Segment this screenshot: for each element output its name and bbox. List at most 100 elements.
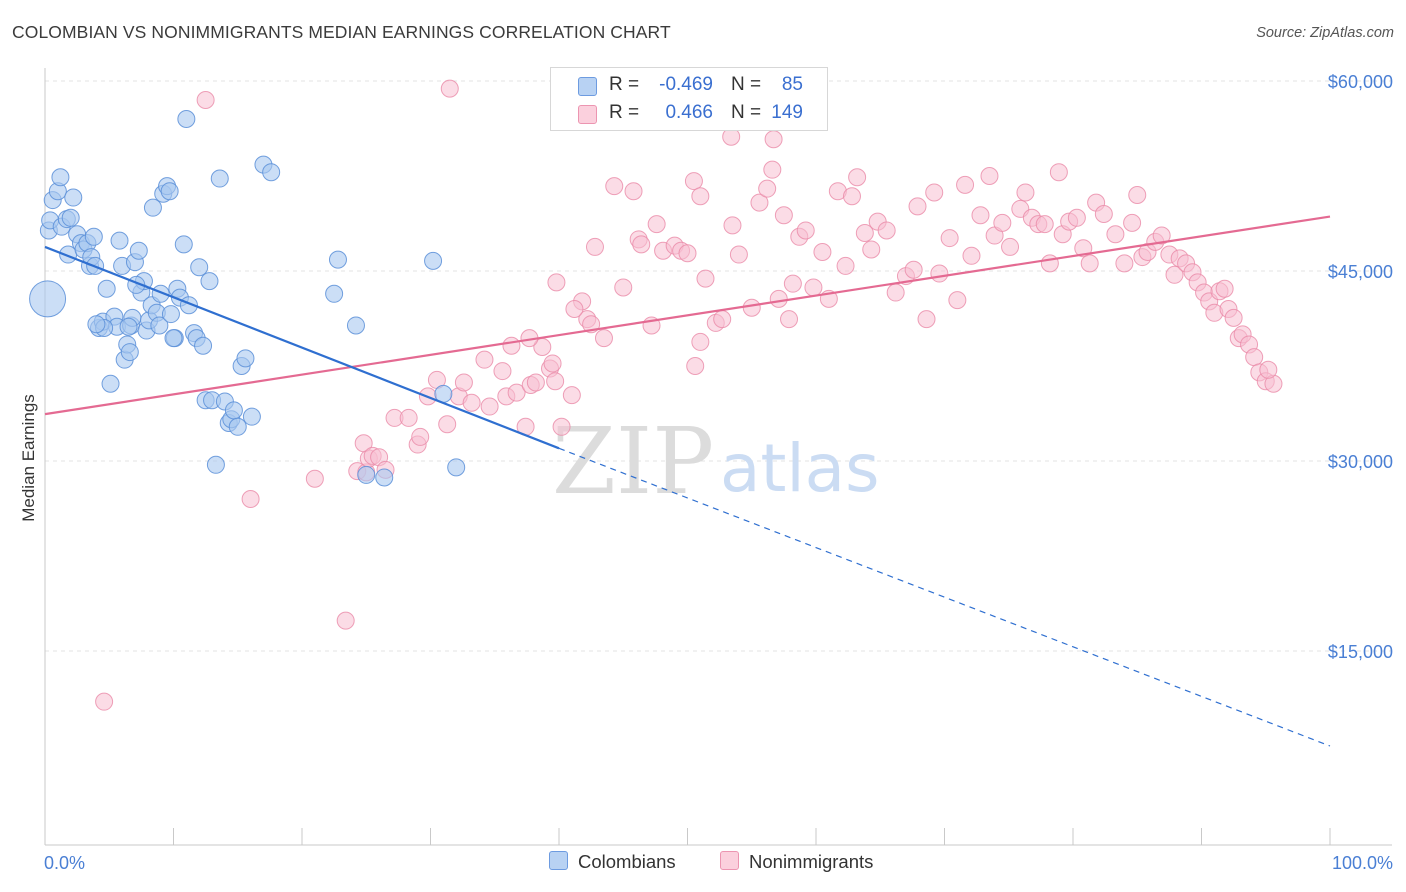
nonimmigrants-point (1035, 215, 1054, 234)
nonimmigrants-point (1074, 239, 1093, 258)
nonimmigrants-point (774, 206, 793, 225)
nonimmigrants-point (594, 329, 613, 348)
nonimmigrants-point (780, 310, 799, 329)
watermark: ZIP atlas (552, 408, 880, 515)
colombians-trend-line (44, 245, 560, 450)
nonimmigrants-point (678, 244, 697, 263)
nonimmigrants-point (1016, 183, 1035, 202)
colombians-point (120, 343, 139, 362)
nonimmigrants-point (1049, 163, 1068, 182)
y-tick-label: $15,000 (1328, 642, 1393, 662)
legend-r-label: R = (609, 74, 640, 95)
nonimmigrants-point (507, 383, 526, 402)
nonimmigrants-point (1245, 348, 1264, 367)
colombians-point (236, 349, 255, 368)
nonimmigrants-point (95, 692, 114, 711)
nonimmigrants-point (956, 175, 975, 194)
colombians-point (447, 458, 466, 477)
colombians-point (357, 465, 376, 484)
legend-r-label: R = (609, 102, 640, 123)
nonimmigrants-point (684, 172, 703, 191)
legend-swatch-nonimmigrants (720, 851, 739, 870)
colombians-point (143, 198, 162, 217)
nonimmigrants-point (783, 274, 802, 293)
colombians-point (346, 316, 365, 335)
colombians-point (325, 284, 344, 303)
nonimmigrants-point (686, 357, 705, 375)
colombians-point (328, 250, 347, 269)
nonimmigrants-point (438, 415, 457, 434)
nonimmigrants-point (742, 298, 761, 317)
nonimmigrants-point (691, 332, 710, 351)
nonimmigrants-point (842, 187, 861, 206)
y-tick-labels: $15,000 $30,000 $45,000 $60,000 (1328, 72, 1393, 662)
nonimmigrants-point (624, 182, 643, 201)
colombians-point (224, 401, 243, 420)
nonimmigrants-point (547, 273, 566, 292)
nonimmigrants-point (1165, 265, 1184, 284)
nonimmigrants-point (691, 187, 710, 206)
nonimmigrants-point (1001, 237, 1020, 256)
nonimmigrants-point (908, 197, 927, 216)
colombians-point (150, 316, 169, 335)
legend-label-colombians: Colombians (578, 851, 676, 872)
nonimmigrants-point (729, 245, 748, 264)
nonimmigrants-point (354, 434, 373, 453)
nonimmigrants-point (411, 427, 430, 446)
colombians-point (200, 272, 219, 291)
nonimmigrants-point (1224, 308, 1243, 327)
y-tick-label: $30,000 (1328, 452, 1393, 472)
nonimmigrants-trend-line (44, 215, 1331, 416)
legend-colombians: Colombians (549, 851, 676, 873)
nonimmigrants-point (696, 269, 715, 288)
nonimmigrants-point (647, 215, 666, 234)
nonimmigrants-point (877, 221, 896, 240)
nonimmigrants-point (904, 260, 923, 279)
nonimmigrants-point (862, 240, 881, 259)
y-tick-label: $45,000 (1328, 262, 1393, 282)
nonimmigrants-point (980, 167, 999, 185)
watermark-zip: ZIP (552, 408, 714, 515)
nonimmigrants-point (763, 160, 782, 179)
colombians-point (375, 468, 394, 487)
colombians-point (110, 231, 129, 250)
nonimmigrants-point (1115, 254, 1134, 273)
colombians-point (29, 280, 67, 318)
nonimmigrants-point (1067, 208, 1086, 227)
nonimmigrants-point (855, 224, 874, 242)
nonimmigrants-point (1152, 226, 1171, 245)
colombians-point (194, 336, 213, 355)
nonimmigrants-point (502, 336, 521, 355)
colombians-point (160, 182, 179, 201)
nonimmigrants-point (1128, 186, 1147, 204)
legend-r-value: 0.466 (665, 102, 713, 123)
colombians-point (206, 455, 225, 474)
colombians-point (177, 110, 196, 128)
legend-n-label: N = (731, 74, 762, 95)
colombians-point (51, 168, 70, 187)
colombians-point (424, 251, 443, 270)
watermark-atlas: atlas (720, 430, 880, 507)
nonimmigrants-point (305, 469, 324, 488)
y-tick-label: $60,000 (1328, 72, 1393, 92)
nonimmigrants-point (475, 350, 494, 369)
nonimmigrants-point (1123, 213, 1142, 232)
legend-swatch-colombians (578, 77, 597, 96)
colombians-point (101, 374, 120, 393)
nonimmigrants-point (1215, 279, 1234, 298)
nonimmigrants-point (804, 278, 823, 297)
legend-row-nonimmigrants: R = 0.466 N = 149 (551, 100, 827, 128)
nonimmigrants-point (462, 393, 481, 412)
nonimmigrants-point (1040, 254, 1059, 273)
trend-lines (44, 215, 1331, 747)
nonimmigrants-point (930, 264, 949, 283)
nonimmigrants-point (585, 237, 604, 256)
nonimmigrants-points (95, 79, 1283, 711)
nonimmigrants-point (769, 289, 788, 308)
nonimmigrants-point (605, 177, 624, 196)
nonimmigrants-point (713, 310, 732, 329)
nonimmigrants-point (562, 386, 581, 405)
legend-r-value: -0.469 (659, 74, 713, 95)
nonimmigrants-point (336, 611, 355, 630)
